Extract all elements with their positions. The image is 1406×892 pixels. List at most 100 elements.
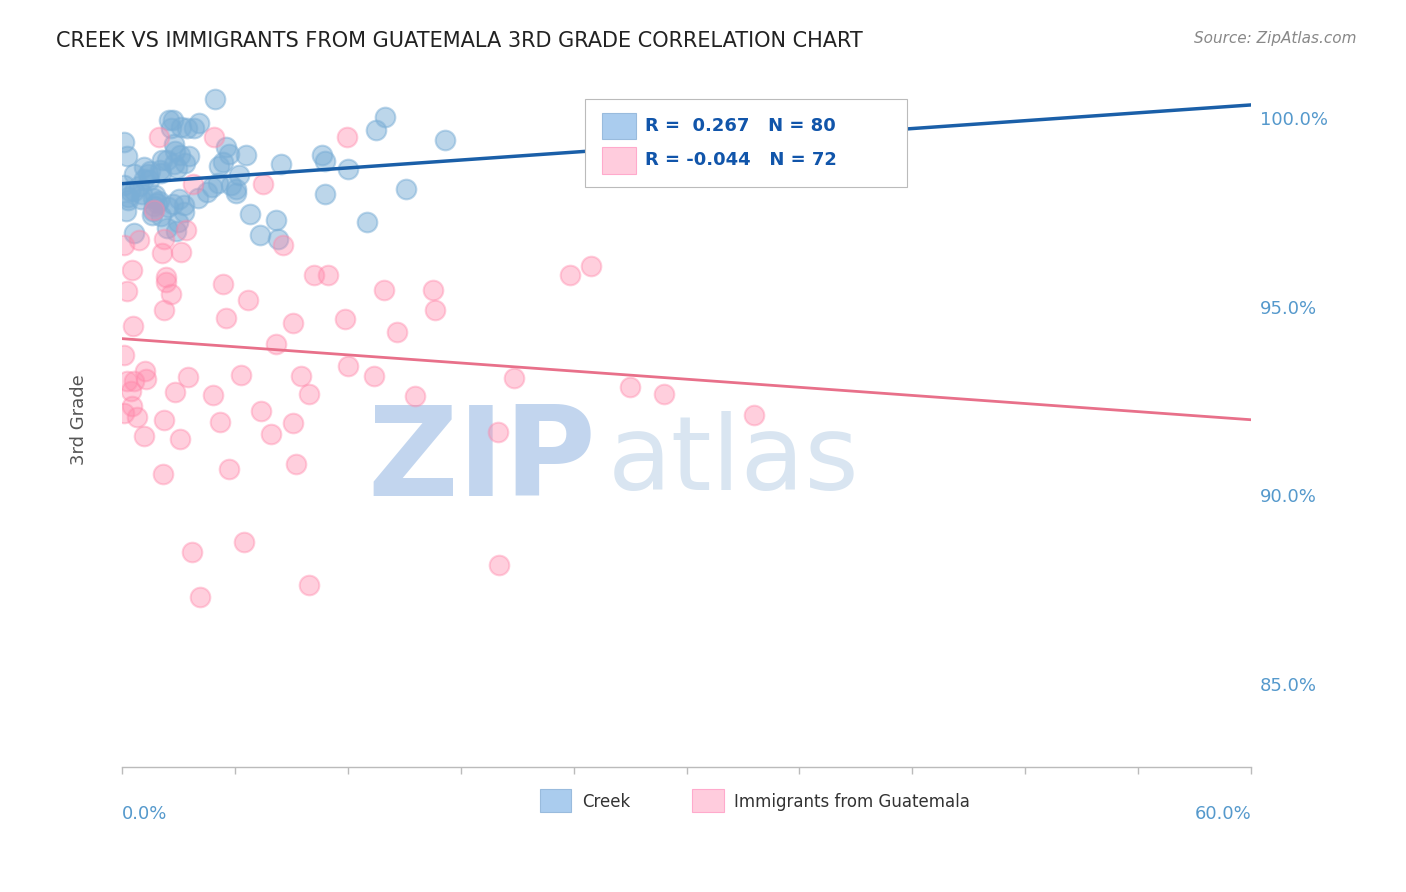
Point (170, 245, 193, 260)
Point (183, 120, 205, 135)
Point (364, 122, 387, 136)
Point (135, 372, 157, 386)
Point (112, 135, 135, 149)
Point (122, 226, 145, 240)
Point (187, 191, 209, 205)
Point (112, 406, 135, 420)
Point (173, 156, 195, 170)
Point (132, 428, 155, 442)
Point (225, 186, 247, 200)
Point (142, 202, 165, 217)
Point (212, 277, 235, 292)
FancyBboxPatch shape (585, 99, 907, 187)
Point (195, 185, 218, 199)
Point (177, 148, 200, 162)
Point (183, 177, 205, 191)
Point (149, 166, 172, 180)
Point (311, 147, 333, 161)
Point (404, 389, 426, 403)
Point (202, 130, 225, 145)
Point (115, 375, 138, 389)
Point (112, 238, 135, 252)
Point (117, 189, 139, 203)
Text: 60.0%: 60.0% (1195, 805, 1251, 823)
Point (163, 157, 186, 171)
Point (122, 374, 145, 388)
Point (163, 384, 186, 399)
Point (579, 259, 602, 273)
Point (131, 186, 153, 201)
Point (488, 558, 510, 572)
Bar (692, 789, 724, 812)
Point (249, 227, 271, 242)
Point (163, 136, 186, 151)
Point (204, 92, 226, 106)
Point (211, 155, 233, 169)
Point (201, 388, 224, 402)
Point (112, 348, 135, 362)
Point (141, 208, 163, 222)
Point (218, 147, 240, 161)
Point (122, 318, 145, 333)
Text: R =  0.267   N = 80: R = 0.267 N = 80 (645, 117, 835, 135)
Point (298, 578, 321, 592)
Point (219, 178, 242, 192)
Point (166, 161, 188, 176)
Point (373, 283, 395, 297)
Point (148, 130, 170, 145)
Point (502, 371, 524, 385)
Point (264, 213, 287, 227)
Point (215, 311, 238, 326)
Point (619, 380, 641, 394)
Text: 0.0%: 0.0% (122, 805, 167, 823)
Point (423, 302, 446, 317)
Point (304, 268, 326, 282)
Point (153, 413, 176, 427)
Point (434, 133, 457, 147)
Point (115, 204, 138, 219)
Point (283, 417, 305, 431)
Text: ZIP: ZIP (367, 401, 596, 522)
Point (356, 214, 378, 228)
Point (387, 325, 409, 339)
Point (252, 177, 274, 191)
Point (136, 167, 159, 181)
Point (155, 269, 177, 284)
Point (260, 426, 283, 441)
Point (188, 116, 211, 130)
Point (337, 359, 360, 373)
Point (121, 263, 143, 277)
Point (122, 168, 145, 182)
Bar (602, 112, 636, 139)
Point (143, 188, 166, 202)
Point (153, 232, 176, 246)
Point (117, 149, 139, 163)
Point (394, 182, 416, 196)
Point (157, 200, 180, 214)
Point (142, 199, 165, 213)
Point (134, 364, 156, 378)
Point (233, 534, 256, 549)
Point (201, 180, 224, 194)
Point (148, 194, 170, 208)
Bar (602, 147, 636, 174)
Point (139, 163, 162, 178)
Point (560, 268, 582, 282)
Point (146, 196, 169, 211)
Point (132, 160, 155, 174)
Point (333, 311, 356, 326)
Point (117, 193, 139, 207)
Point (129, 193, 152, 207)
Point (235, 147, 257, 161)
Point (314, 187, 336, 202)
Point (159, 121, 181, 136)
Text: atlas: atlas (607, 411, 859, 512)
Point (176, 121, 198, 136)
Point (128, 233, 150, 247)
Point (152, 246, 174, 260)
Point (208, 159, 231, 173)
Point (128, 179, 150, 194)
Point (314, 154, 336, 169)
Point (174, 223, 197, 237)
Point (290, 369, 312, 384)
